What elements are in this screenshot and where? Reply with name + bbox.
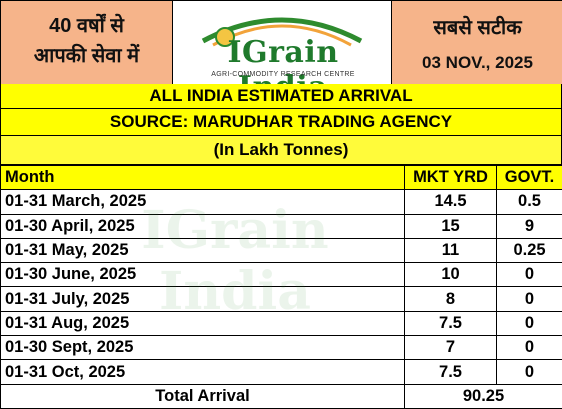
govt-cell: 0 — [496, 286, 562, 312]
column-header-govt: GOVT. — [496, 164, 562, 191]
logo-tagline: AGRI-COMMODITY RESEARCH CENTRE — [211, 71, 355, 78]
govt-cell: 0.25 — [496, 237, 562, 264]
govt-cell: 0 — [496, 359, 562, 385]
report-unit: (In Lakh Tonnes) — [0, 136, 562, 165]
month-cell: 01-30 April, 2025 — [0, 213, 405, 239]
mkt-yrd-cell: 8 — [404, 286, 497, 312]
report-source: SOURCE: MARUDHAR TRADING AGENCY — [0, 109, 562, 136]
header-left-panel: 40 वर्षों से आपकी सेवा में — [1, 1, 173, 85]
header-left-line1: 40 वर्षों से — [49, 15, 124, 37]
header: 40 वर्षों से आपकी सेवा में IGrain India … — [0, 0, 562, 105]
month-cell: 01-31 July, 2025 — [0, 286, 405, 312]
table-row: 01-30 Sept, 2025 7 0 — [0, 335, 562, 361]
header-right-line1: सबसे सटीक — [433, 17, 522, 39]
header-left-line2: आपकी सेवा में — [33, 45, 140, 67]
table-header-row: Month MKT YRD GOVT. — [0, 164, 562, 191]
table-row: 01-31 Aug, 2025 7.5 0 — [0, 310, 562, 337]
month-cell: 01-30 June, 2025 — [0, 262, 405, 288]
total-value: 90.25 — [404, 383, 562, 409]
report-date: 03 NOV., 2025 — [422, 53, 533, 72]
mkt-yrd-cell: 7 — [404, 335, 497, 361]
table-row: 01-30 April, 2025 15 9 — [0, 213, 562, 239]
table-row: 01-31 March, 2025 14.5 0.5 — [0, 189, 562, 215]
column-header-mkt-yrd: MKT YRD — [404, 164, 497, 191]
report-title: ALL INDIA ESTIMATED ARRIVAL — [0, 84, 562, 109]
govt-cell: 0 — [496, 335, 562, 361]
month-cell: 01-31 Aug, 2025 — [0, 310, 405, 337]
govt-cell: 0 — [496, 262, 562, 288]
header-right-panel: सबसे सटीक 03 NOV., 2025 — [391, 1, 562, 85]
month-cell: 01-30 Sept, 2025 — [0, 335, 405, 361]
month-cell: 01-31 Oct, 2025 — [0, 359, 405, 385]
govt-cell: 9 — [496, 213, 562, 239]
table-row: 01-31 May, 2025 11 0.25 — [0, 237, 562, 264]
mkt-yrd-cell: 7.5 — [404, 310, 497, 337]
govt-cell: 0 — [496, 310, 562, 337]
column-header-month: Month — [0, 164, 405, 191]
total-label: Total Arrival — [0, 383, 405, 409]
month-cell: 01-31 March, 2025 — [0, 189, 405, 215]
month-cell: 01-31 May, 2025 — [0, 237, 405, 264]
arrival-table: Month MKT YRD GOVT. 01-31 March, 2025 14… — [0, 164, 562, 409]
total-row: Total Arrival 90.25 — [0, 383, 562, 409]
mkt-yrd-cell: 14.5 — [404, 189, 497, 215]
logo-arc-icon — [201, 17, 363, 47]
mkt-yrd-cell: 10 — [404, 262, 497, 288]
table-row: 01-31 July, 2025 8 0 — [0, 286, 562, 312]
logo: IGrain India AGRI-COMMODITY RESEARCH CEN… — [173, 1, 391, 105]
table-row: 01-30 June, 2025 10 0 — [0, 262, 562, 288]
mkt-yrd-cell: 7.5 — [404, 359, 497, 385]
mkt-yrd-cell: 11 — [404, 237, 497, 264]
govt-cell: 0.5 — [496, 189, 562, 215]
table-row: 01-31 Oct, 2025 7.5 0 — [0, 359, 562, 385]
mkt-yrd-cell: 15 — [404, 213, 497, 239]
